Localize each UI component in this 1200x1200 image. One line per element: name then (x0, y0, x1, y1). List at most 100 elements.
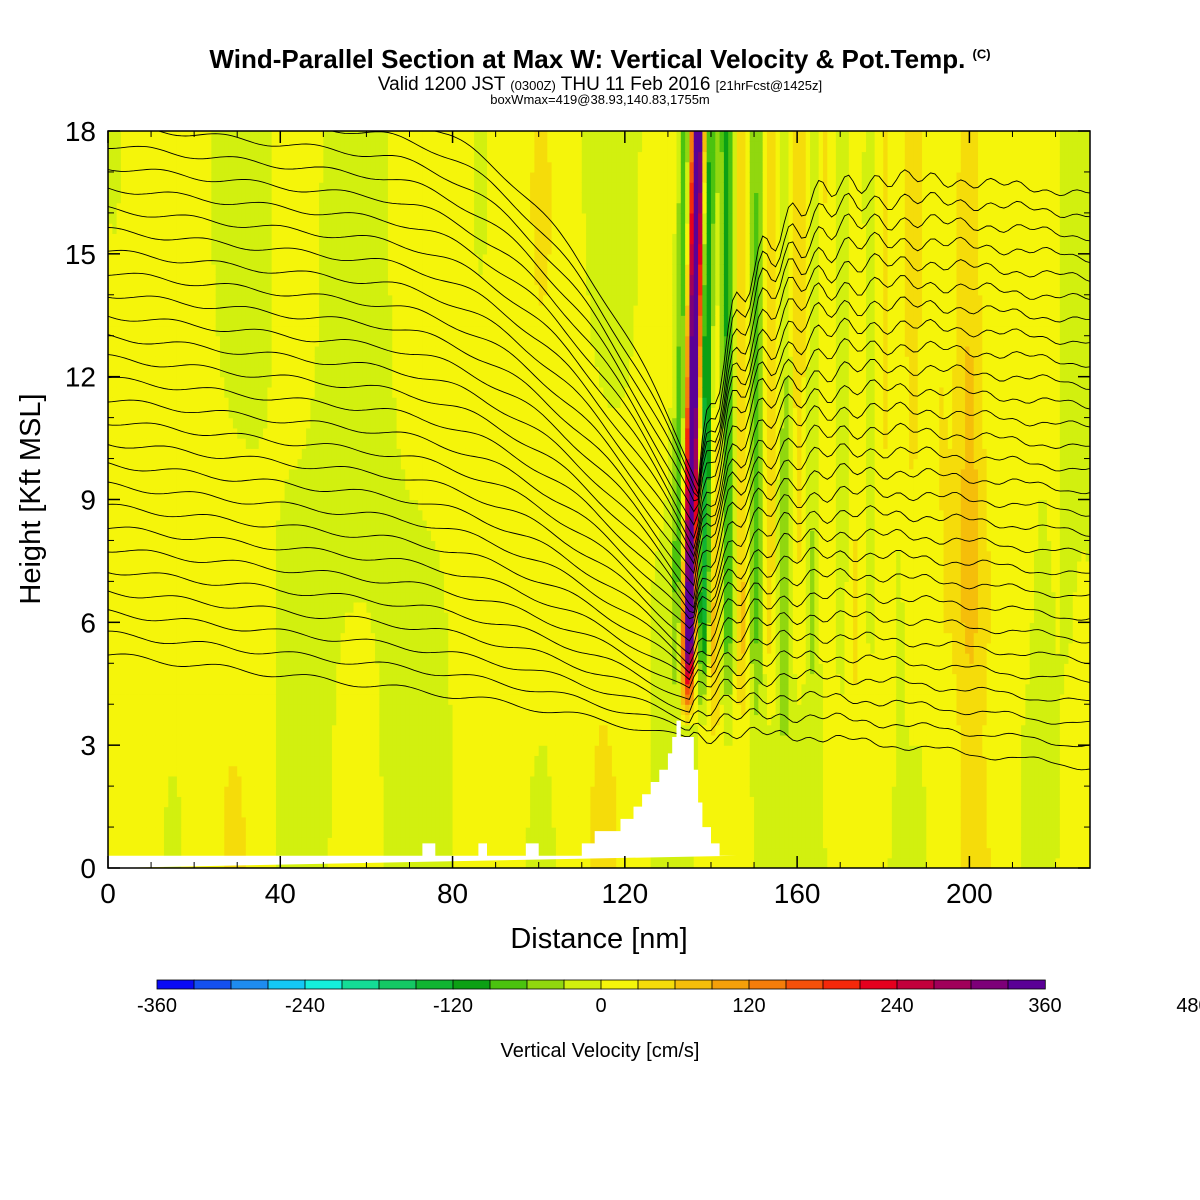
velocity-cell (211, 151, 217, 163)
velocity-cell (202, 253, 208, 265)
velocity-cell (155, 417, 161, 429)
velocity-cell (379, 632, 385, 644)
velocity-cell (349, 192, 355, 204)
velocity-cell (366, 827, 372, 838)
velocity-cell (241, 786, 247, 797)
velocity-cell (232, 458, 238, 470)
velocity-cell (297, 827, 303, 838)
velocity-cell (301, 366, 307, 378)
velocity-cell (396, 438, 402, 449)
velocity-cell (250, 192, 256, 204)
velocity-cell (142, 253, 148, 265)
velocity-cell (129, 182, 135, 194)
velocity-cell (375, 335, 380, 347)
velocity-cell (202, 141, 208, 153)
velocity-cell (275, 673, 281, 685)
velocity-cell (314, 693, 320, 705)
velocity-cell (151, 212, 156, 224)
velocity-cell (198, 693, 204, 705)
velocity-cell (284, 683, 290, 695)
velocity-cell (379, 765, 385, 777)
velocity-cell (306, 284, 312, 296)
velocity-cell (340, 335, 346, 347)
velocity-cell (245, 479, 251, 490)
velocity-cell (163, 693, 169, 705)
velocity-cell (237, 161, 243, 173)
velocity-cell (172, 233, 178, 245)
velocity-cell (310, 571, 316, 582)
velocity-cell (108, 386, 113, 398)
velocity-cell (353, 438, 359, 449)
velocity-cell (151, 734, 156, 746)
velocity-cell (258, 171, 264, 183)
velocity-cell (288, 704, 294, 716)
velocity-cell (366, 612, 372, 623)
velocity-cell (331, 417, 337, 429)
velocity-cell (254, 397, 260, 408)
velocity-cell (245, 765, 251, 777)
velocity-cell (267, 540, 273, 552)
velocity-cell (207, 427, 212, 439)
velocity-cell (344, 131, 350, 142)
velocity-cell (176, 591, 182, 603)
velocity-cell (219, 519, 225, 531)
velocity-cell (263, 223, 268, 234)
velocity-cell (306, 693, 312, 705)
velocity-cell (370, 540, 376, 552)
velocity-cell (357, 632, 363, 644)
velocity-cell (387, 775, 393, 787)
velocity-cell (392, 305, 398, 316)
velocity-cell (168, 663, 174, 675)
velocity-cell (344, 560, 350, 572)
velocity-cell (284, 765, 290, 777)
velocity-cell (310, 407, 316, 419)
velocity-cell (284, 356, 290, 368)
velocity-cell (181, 479, 187, 490)
velocity-cell (232, 233, 238, 245)
velocity-cell (159, 827, 165, 838)
velocity-cell (215, 847, 221, 859)
velocity-cell (263, 653, 268, 664)
velocity-cell (400, 417, 406, 429)
velocity-cell (344, 264, 350, 275)
velocity-cell (301, 407, 307, 419)
velocity-cell (176, 284, 182, 296)
velocity-cell (116, 519, 122, 531)
velocity-cell (125, 223, 131, 234)
velocity-cell (181, 632, 187, 644)
velocity-cell (133, 509, 139, 521)
velocity-cell (232, 683, 238, 695)
velocity-cell (357, 407, 363, 419)
velocity-cell (392, 755, 398, 767)
velocity-cell (189, 673, 195, 685)
velocity-cell (258, 530, 264, 542)
velocity-cell (275, 448, 281, 460)
velocity-cell (129, 264, 135, 275)
velocity-cell (280, 765, 286, 777)
velocity-cell (331, 345, 337, 357)
velocity-cell (310, 653, 316, 664)
velocity-cell (366, 233, 372, 245)
velocity-cell (263, 591, 268, 603)
velocity-cell (375, 765, 380, 777)
velocity-cell (396, 192, 402, 204)
velocity-cell (159, 816, 165, 828)
velocity-cell (258, 755, 264, 767)
velocity-cell (250, 315, 256, 327)
velocity-cell (396, 325, 402, 337)
velocity-cell (375, 683, 380, 695)
velocity-cell (357, 233, 363, 245)
velocity-cell (254, 642, 260, 654)
velocity-cell (176, 519, 182, 531)
velocity-cell (146, 745, 152, 757)
velocity-cell (163, 734, 169, 746)
velocity-cell (185, 847, 191, 859)
velocity-cell (112, 284, 118, 296)
velocity-cell (310, 683, 316, 695)
velocity-cell (254, 458, 260, 470)
velocity-cell (340, 775, 346, 787)
velocity-cell (293, 632, 299, 644)
velocity-cell (327, 294, 333, 306)
velocity-cell (163, 417, 169, 429)
velocity-cell (267, 591, 273, 603)
